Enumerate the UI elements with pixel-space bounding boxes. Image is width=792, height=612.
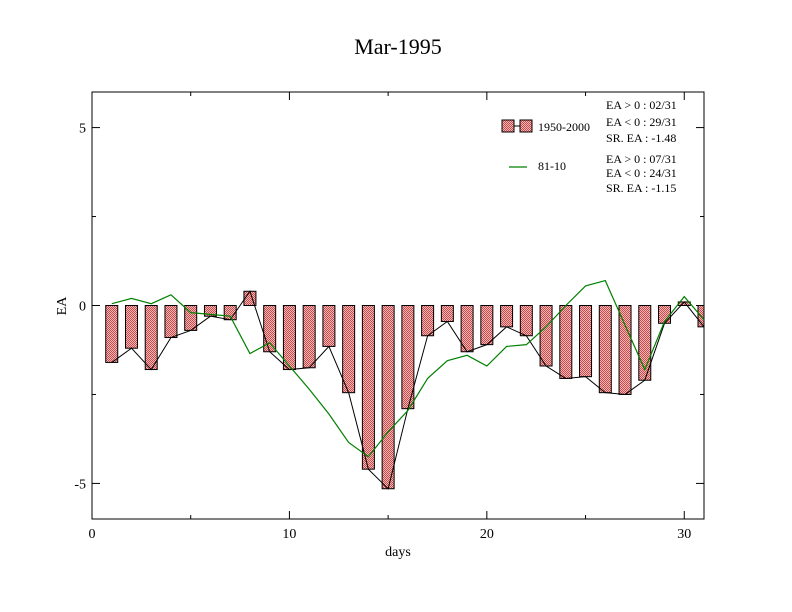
bar (618, 305, 632, 395)
legend-label-81-10: 81-10 (538, 159, 566, 173)
bar (598, 305, 612, 394)
bar (361, 305, 375, 470)
stat-1950-ea-positive: EA > 0 : 02/31 (606, 98, 677, 112)
stat-8110-ea-positive: EA > 0 : 07/31 (606, 152, 677, 166)
x-tick-label: 0 (89, 527, 96, 542)
bar (223, 305, 237, 321)
chart-title: Mar-1995 (354, 34, 442, 59)
bar (579, 305, 593, 378)
y-axis-label: EA (55, 296, 70, 316)
bar (421, 305, 435, 337)
bar (500, 305, 514, 328)
bar (559, 305, 573, 379)
line-series-81-10 (111, 279, 705, 458)
stat-8110-ea-negative: EA < 0 : 24/31 (606, 166, 677, 180)
bar (124, 305, 138, 349)
bar (440, 305, 454, 323)
legend-swatch-bar-right (519, 119, 533, 133)
x-axis-label: days (385, 545, 411, 560)
legend: 1950-2000 81-10 (501, 119, 590, 173)
stat-1950-ea-negative: EA < 0 : 29/31 (606, 115, 677, 129)
bar (105, 305, 119, 363)
bar-series-outline (111, 290, 705, 490)
bar (164, 305, 178, 339)
bar (539, 305, 553, 367)
bar (302, 305, 316, 369)
y-tick-label: -5 (74, 477, 86, 492)
line-path-81-10 (111, 279, 705, 458)
bar (381, 305, 395, 490)
stats-annotations: EA > 0 : 02/31 EA < 0 : 29/31 SR. EA : -… (606, 98, 677, 195)
legend-swatch-bar-left (501, 119, 515, 133)
bar (519, 305, 533, 337)
y-tick-label: 5 (79, 122, 86, 137)
bar-series (105, 290, 705, 490)
bar (282, 305, 296, 371)
y-tick-label: 0 (79, 300, 86, 315)
bar (144, 305, 158, 371)
x-tick-label: 20 (480, 527, 494, 542)
x-tick-label: 30 (677, 527, 691, 542)
legend-label-1950-2000: 1950-2000 (538, 120, 590, 134)
x-tick-label: 10 (282, 527, 296, 542)
bar (342, 305, 356, 394)
stat-1950-sr-ea: SR. EA : -1.48 (606, 131, 676, 145)
stat-8110-sr-ea: SR. EA : -1.15 (606, 181, 676, 195)
bar (322, 305, 336, 347)
bar (480, 305, 494, 346)
axis-ticks: 0 10 20 30 -5 0 5 (74, 92, 704, 542)
bar-series-connector (111, 290, 705, 490)
